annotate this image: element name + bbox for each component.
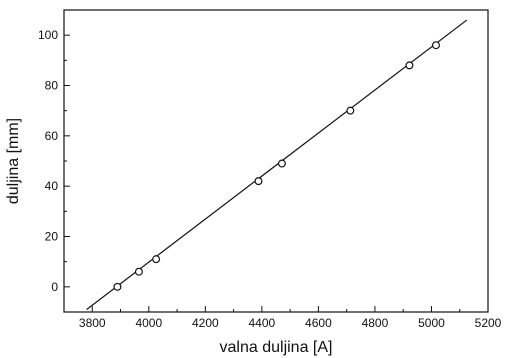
fit-line xyxy=(86,19,468,310)
x-tick-label: 3800 xyxy=(79,316,106,330)
data-point xyxy=(431,41,440,50)
data-markers xyxy=(113,41,440,291)
data-point xyxy=(254,177,263,186)
x-tick-label: 4200 xyxy=(192,316,219,330)
y-axis-ticks xyxy=(64,9,70,313)
x-tick-label: 4400 xyxy=(249,316,276,330)
data-point xyxy=(134,267,143,276)
x-axis-tick-labels: 3800 4000 4200 4400 4600 4800 5000 5200 xyxy=(79,316,502,330)
data-point xyxy=(152,255,161,264)
y-tick-label: 100 xyxy=(38,28,58,42)
y-tick-label: 40 xyxy=(45,179,59,193)
plot-frame xyxy=(63,9,489,313)
y-axis-tick-labels: 0 20 40 60 80 100 xyxy=(38,28,58,294)
x-axis-ticks xyxy=(63,306,489,312)
y-tick-label: 0 xyxy=(51,280,58,294)
x-tick-label: 5200 xyxy=(475,316,502,330)
x-tick-label: 4800 xyxy=(362,316,389,330)
x-axis-title: valna duljina [A] xyxy=(220,339,333,356)
x-tick-label: 4000 xyxy=(135,316,162,330)
data-point xyxy=(346,106,355,115)
data-point xyxy=(113,282,122,291)
data-point xyxy=(405,61,414,70)
x-tick-label: 5000 xyxy=(418,316,445,330)
y-axis-title: duljina [mm] xyxy=(5,118,22,204)
y-tick-label: 20 xyxy=(45,230,59,244)
x-tick-label: 4600 xyxy=(305,316,332,330)
y-tick-label: 80 xyxy=(45,79,59,93)
y-tick-label: 60 xyxy=(45,129,59,143)
data-point xyxy=(277,159,286,168)
